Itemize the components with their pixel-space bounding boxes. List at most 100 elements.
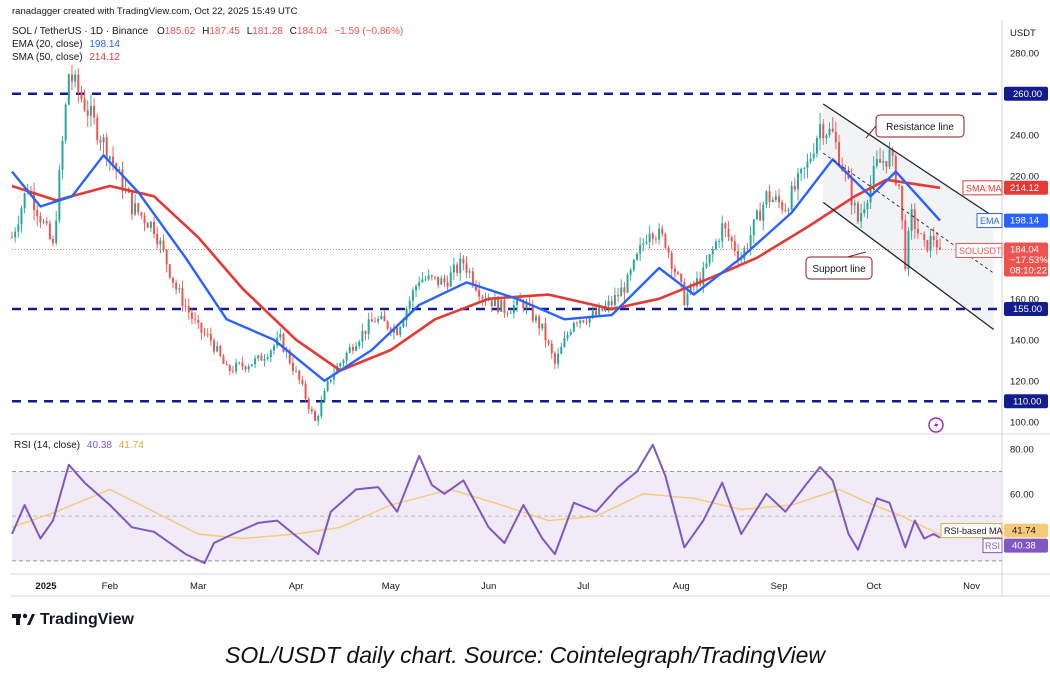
candle-body — [348, 346, 351, 353]
candle-body — [711, 249, 714, 255]
candle-body — [399, 327, 402, 335]
candle-body — [553, 353, 556, 364]
candle-body — [86, 110, 89, 116]
candle-body — [411, 290, 414, 301]
symbol-label: SOLUSDT — [959, 246, 1002, 256]
resistance-line-callout[interactable]: Resistance line — [865, 114, 965, 139]
candle-body — [522, 301, 525, 309]
candle-body — [96, 117, 99, 141]
rsi-ma-value-tag[interactable]: 41.74 — [1004, 523, 1048, 538]
sma-legend-label: SMA (50, close) — [12, 52, 83, 63]
tradingview-logo — [12, 613, 35, 625]
candle-body — [374, 321, 376, 323]
low-label: L — [247, 26, 253, 37]
rsi-legend[interactable]: RSI (14, close) 40.38 41.74 — [14, 440, 144, 451]
candle-body — [367, 319, 370, 334]
candle-body — [430, 275, 433, 277]
candle-body — [421, 279, 424, 283]
sma50-line[interactable] — [11, 178, 941, 372]
resistance-trendline[interactable] — [822, 103, 995, 218]
candle-body — [935, 239, 938, 248]
candle-body — [351, 346, 354, 351]
candle-body — [36, 209, 39, 217]
candle-body — [910, 209, 913, 231]
candle-body — [48, 223, 51, 239]
candle-body — [569, 331, 572, 335]
candle-body — [74, 74, 77, 82]
sma-value-tag[interactable]: 214.12 — [1004, 180, 1048, 195]
ema-legend[interactable]: EMA (20, close) 198.14 — [12, 39, 120, 50]
rsi-ma-line[interactable] — [11, 488, 941, 540]
candle-body — [670, 252, 673, 269]
level-110-tag[interactable]: 110.00 — [1004, 394, 1048, 409]
rsi-ma-value-text: 41.74 — [1012, 526, 1036, 537]
candle-body — [768, 191, 771, 203]
candle-body — [598, 306, 601, 316]
candle-body — [733, 241, 736, 252]
candle-body — [535, 316, 537, 321]
ema-value-tag[interactable]: 198.14 — [1004, 213, 1048, 228]
candle-body — [61, 140, 64, 171]
ema20-line[interactable] — [11, 154, 941, 382]
low-value: 181.28 — [252, 26, 283, 37]
candle-body — [323, 390, 326, 402]
candle-body — [307, 398, 310, 410]
candle-body — [506, 312, 509, 314]
price-countdown-text: 08:10:22 — [1010, 265, 1047, 276]
candle-body — [531, 305, 534, 321]
level-260-tag[interactable]: 260.00 — [1004, 86, 1048, 101]
candle-body — [591, 310, 594, 317]
candle-body — [149, 221, 152, 228]
price-tag[interactable]: 184.04−17.53%08:10:22 — [1004, 242, 1048, 277]
candle-body — [452, 264, 455, 273]
candle-body — [686, 293, 689, 306]
candle-body — [20, 208, 23, 225]
rsi-label-box — [982, 538, 1003, 554]
candle-body — [219, 345, 222, 357]
candle-body — [806, 161, 809, 168]
candle-body — [525, 303, 528, 309]
candle-body — [291, 362, 294, 372]
candle-body — [781, 202, 784, 210]
candle-body — [247, 366, 250, 370]
candle-body — [67, 74, 70, 105]
candle-body — [664, 233, 667, 248]
rsi-line[interactable] — [11, 443, 941, 565]
candle-body — [749, 235, 752, 249]
support-line-callout[interactable]: Support line — [805, 251, 873, 280]
candle-body — [815, 138, 818, 154]
candle-body — [172, 277, 174, 283]
candle-body — [812, 153, 815, 159]
candle-body — [680, 273, 683, 283]
rsi-value-tag[interactable]: 40.38 — [1004, 538, 1048, 553]
candle-body — [714, 241, 717, 250]
candle-body — [673, 268, 676, 273]
candle-body — [550, 343, 553, 354]
candle-body — [901, 185, 904, 221]
candle-body — [572, 322, 575, 332]
candle-body — [238, 362, 241, 364]
rsi-tick-label: 60.00 — [1010, 489, 1034, 500]
candle-body — [705, 263, 708, 268]
candle-body — [825, 135, 828, 139]
candle-body — [64, 104, 67, 141]
candle-body — [358, 341, 361, 347]
candle-body — [23, 193, 26, 209]
candle-body — [418, 282, 421, 287]
lightning-icon[interactable] — [928, 417, 944, 433]
rsi-ma-label-box — [940, 523, 1003, 539]
sma-legend[interactable]: SMA (50, close) 214.12 — [12, 52, 120, 63]
candle-body — [156, 234, 159, 245]
candle-body — [345, 352, 348, 361]
candle-body — [415, 286, 418, 291]
support-trendline[interactable] — [822, 201, 995, 331]
candle-body — [459, 258, 462, 274]
level-155-text: 155.00 — [1013, 304, 1042, 315]
candle-body — [629, 269, 632, 275]
candle-body — [509, 312, 512, 314]
candle-body — [225, 364, 228, 366]
candle-body — [579, 320, 582, 324]
level-155-tag[interactable]: 155.00 — [1004, 302, 1048, 316]
candle-body — [216, 345, 219, 352]
candle-body — [623, 287, 626, 293]
